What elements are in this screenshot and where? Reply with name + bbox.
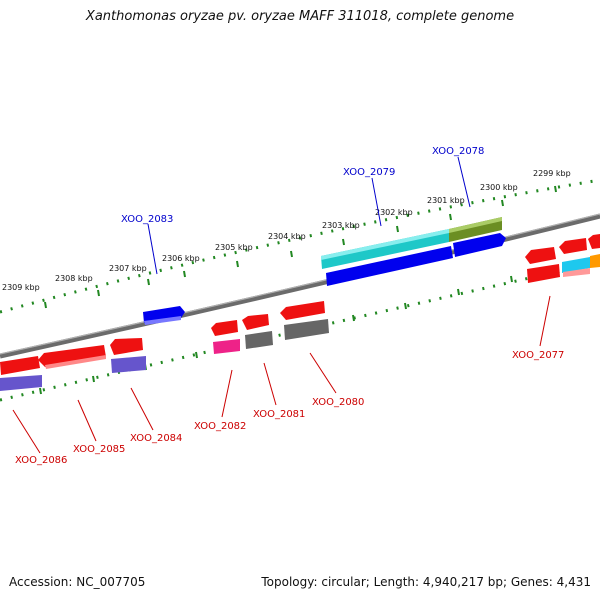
kbp-label-2300: 2300 kbp	[480, 183, 518, 192]
gene-xoo-2077-lower[interactable]	[527, 264, 560, 283]
gene-xoo-2084[interactable]	[110, 338, 143, 355]
gene-forward-blue-long[interactable]	[326, 246, 453, 286]
leader-xoo-2085	[77, 399, 97, 442]
kbp-label-2299: 2299 kbp	[533, 169, 571, 178]
kbp-label-2306: 2306 kbp	[162, 254, 200, 263]
label-xoo-2079[interactable]: XOO_2079	[343, 167, 395, 178]
gene-xoo-2085-shade	[45, 355, 106, 369]
label-xoo-2085[interactable]: XOO_2085	[73, 444, 125, 455]
gene-xoo-2083-shadow	[144, 316, 181, 325]
genome-title: Xanthomonas oryzae pv. oryzae MAFF 31101…	[85, 9, 515, 24]
kbp-label-2308: 2308 kbp	[55, 274, 93, 283]
leader-xoo-2082	[221, 369, 233, 418]
gene-xoo-2084-purple[interactable]	[111, 356, 146, 373]
kbp-label-2307: 2307 kbp	[109, 264, 147, 273]
gene-xoo-2077[interactable]	[525, 247, 556, 264]
kbp-label-2305: 2305 kbp	[215, 243, 253, 252]
leader-xoo-2084	[130, 387, 154, 431]
accession-text: Accession: NC_007705	[9, 575, 146, 589]
gene-xoo-2081[interactable]	[245, 331, 273, 349]
label-xoo-2082[interactable]: XOO_2082	[194, 421, 246, 432]
gene-xoo-2086[interactable]	[0, 356, 40, 375]
gene-xoo-2080-red[interactable]	[280, 301, 325, 320]
backbone-highlight	[0, 213, 600, 355]
leader-xoo-2086	[12, 409, 41, 454]
gene-orange-right[interactable]	[590, 254, 600, 268]
label-xoo-2080[interactable]: XOO_2080	[312, 397, 364, 408]
topology-text: Topology: circular; Length: 4,940,217 bp…	[261, 575, 591, 589]
leader-xoo-2078	[457, 156, 471, 208]
gene-red-right-1[interactable]	[559, 238, 587, 254]
leader-xoo-2083	[147, 223, 158, 275]
gene-forward-blue-short[interactable]	[453, 233, 506, 257]
leader-xoo-2077	[539, 295, 551, 347]
gene-xoo-2079-top	[321, 229, 449, 260]
label-xoo-2084[interactable]: XOO_2084	[130, 433, 182, 444]
gene-red-right-2[interactable]	[588, 234, 600, 249]
gene-cyan-right[interactable]	[562, 257, 590, 273]
genome-backbone	[0, 213, 600, 359]
gene-xoo-2086-purple[interactable]	[0, 375, 42, 391]
kbp-label-2309: 2309 kbp	[2, 283, 40, 292]
leader-xoo-2080	[309, 352, 337, 394]
label-xoo-2086[interactable]: XOO_2086	[15, 455, 67, 466]
kbp-label-2304: 2304 kbp	[268, 232, 306, 241]
gene-xoo-2082-magenta[interactable]	[213, 339, 240, 354]
leader-xoo-2079	[371, 177, 382, 227]
inner-tick-ring	[0, 260, 600, 402]
gene-xoo-2081-red[interactable]	[242, 314, 269, 330]
gene-xoo-2082[interactable]	[211, 320, 238, 336]
gene-xoo-2080[interactable]	[284, 319, 329, 340]
outer-tick-ring	[0, 178, 600, 314]
kbp-label-2303: 2303 kbp	[322, 221, 360, 230]
label-xoo-2081[interactable]: XOO_2081	[253, 409, 305, 420]
gene-xoo-2078-top	[449, 217, 502, 233]
label-xoo-2083[interactable]: XOO_2083	[121, 214, 173, 225]
leader-xoo-2081	[263, 362, 277, 406]
label-xoo-2077[interactable]: XOO_2077	[512, 350, 564, 361]
kbp-label-2301: 2301 kbp	[427, 196, 465, 205]
outer-major-ticks	[44, 185, 557, 309]
gene-xoo-2085[interactable]	[38, 345, 106, 367]
label-xoo-2078[interactable]: XOO_2078	[432, 146, 484, 157]
kbp-label-2302: 2302 kbp	[375, 208, 413, 217]
gene-pink-right[interactable]	[563, 268, 590, 277]
